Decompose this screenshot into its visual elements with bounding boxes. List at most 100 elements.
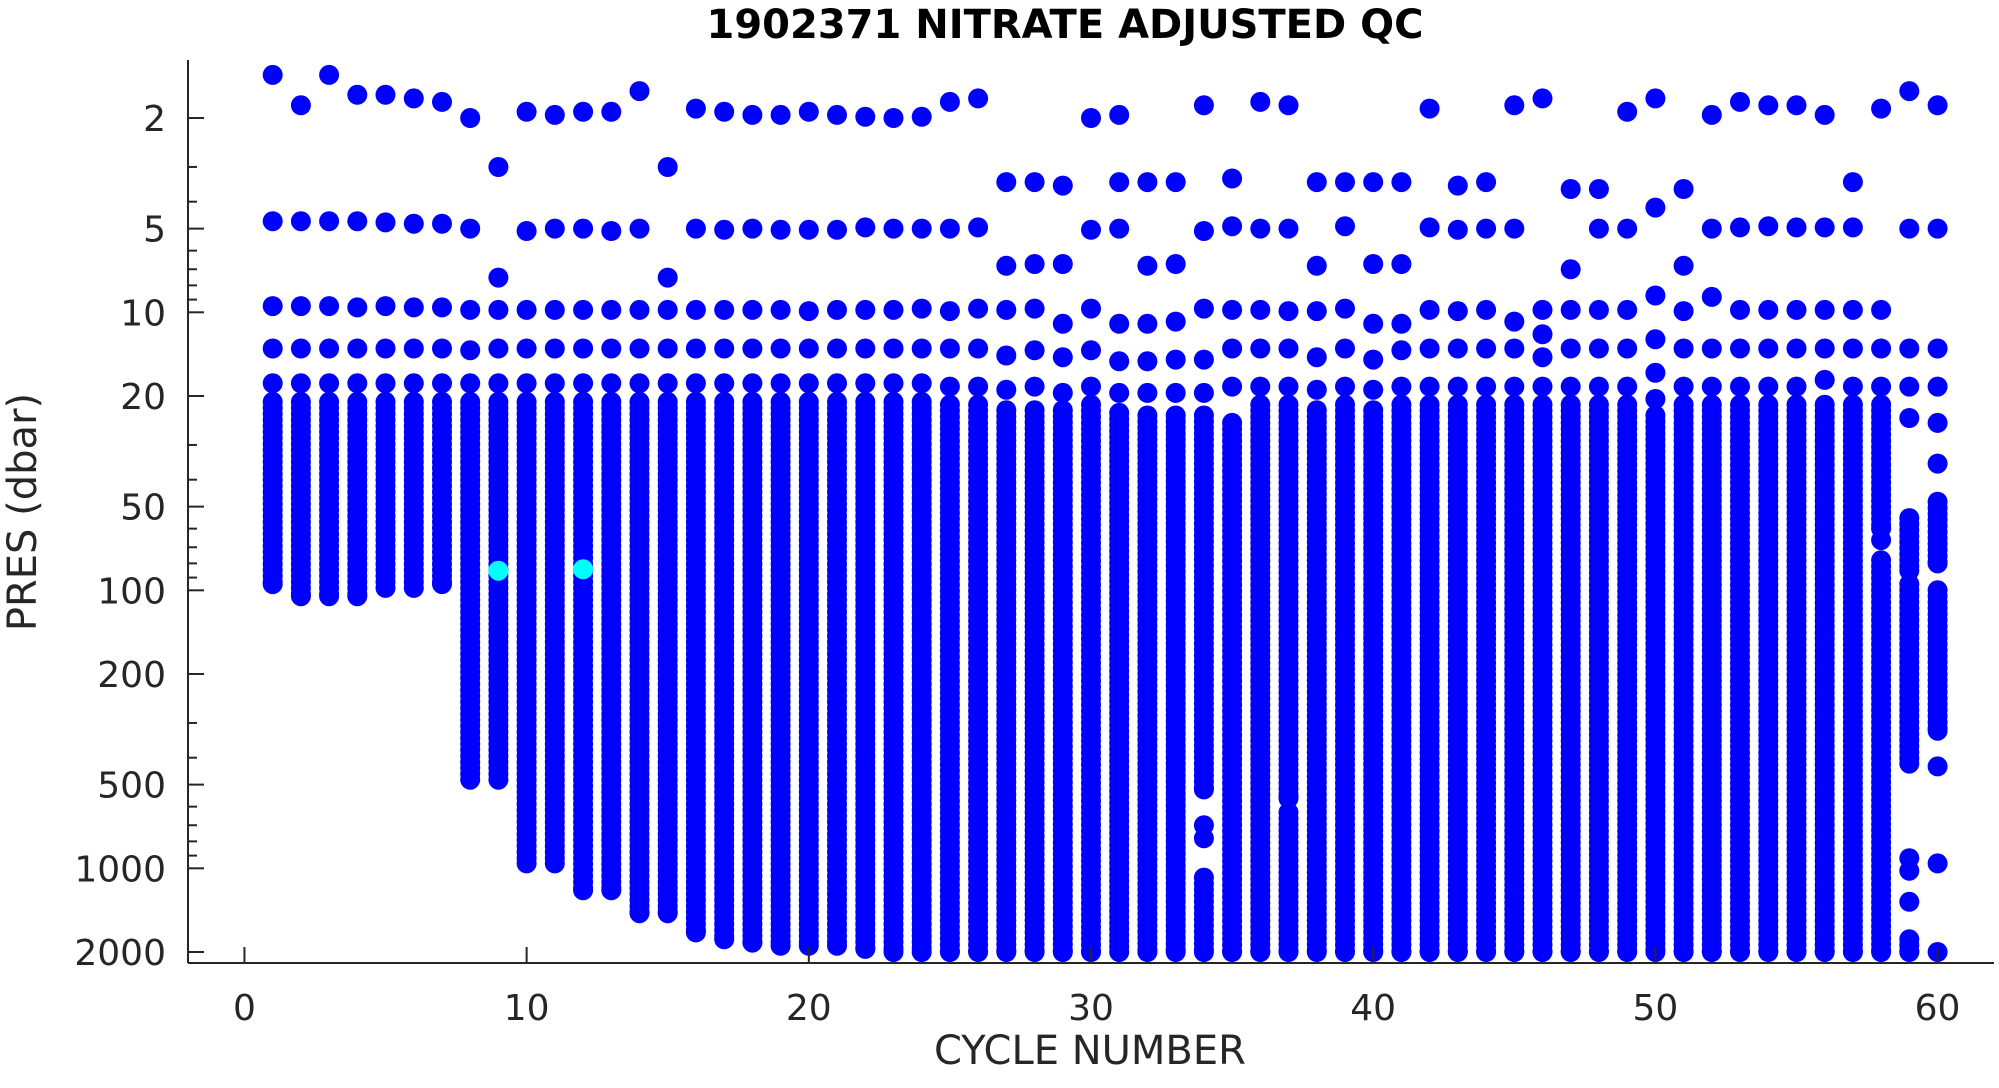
data-point xyxy=(883,299,904,320)
data-point xyxy=(742,299,763,320)
data-point xyxy=(1532,88,1553,109)
data-point xyxy=(714,929,735,950)
data-point xyxy=(657,299,678,320)
data-point xyxy=(657,903,678,924)
data-point xyxy=(516,299,537,320)
data-point xyxy=(1617,338,1638,359)
data-point xyxy=(544,299,565,320)
data-point xyxy=(1588,376,1609,397)
data-point xyxy=(685,922,706,943)
data-point xyxy=(1532,376,1553,397)
data-point xyxy=(432,373,452,394)
data-point xyxy=(1814,104,1835,125)
data-point xyxy=(1137,942,1158,962)
data-point xyxy=(996,299,1017,320)
data-point xyxy=(1588,218,1609,239)
data-point xyxy=(685,373,706,394)
data-point xyxy=(1052,254,1073,274)
data-point xyxy=(1447,219,1468,240)
data-point xyxy=(375,296,396,317)
data-point xyxy=(1222,216,1243,237)
data-point xyxy=(1109,942,1130,962)
data-point xyxy=(1617,218,1638,239)
data-point xyxy=(1701,338,1722,359)
data-point xyxy=(1673,255,1694,276)
data-point xyxy=(601,101,622,122)
data-point xyxy=(1193,828,1214,849)
data-point xyxy=(1532,942,1553,962)
data-point xyxy=(911,106,932,127)
data-point xyxy=(657,157,678,177)
data-point xyxy=(1476,376,1497,397)
data-point xyxy=(290,338,311,359)
data-point xyxy=(714,373,735,394)
data-point xyxy=(1306,379,1327,400)
data-point xyxy=(770,104,791,125)
data-point xyxy=(968,298,989,319)
data-point xyxy=(1193,779,1214,800)
data-point xyxy=(488,157,509,177)
data-point xyxy=(827,299,847,320)
data-point xyxy=(1306,172,1327,193)
data-point xyxy=(742,338,763,359)
data-point xyxy=(1081,376,1101,397)
data-point xyxy=(1391,942,1412,962)
data-point xyxy=(742,218,763,239)
data-point xyxy=(1363,379,1384,400)
data-point xyxy=(1476,942,1497,962)
data-point xyxy=(855,373,876,394)
data-point xyxy=(403,338,424,359)
data-point xyxy=(855,938,876,959)
data-point xyxy=(1081,108,1101,128)
data-point xyxy=(883,218,904,239)
data-point xyxy=(855,299,876,320)
data-point xyxy=(1504,376,1525,397)
data-point xyxy=(262,373,283,394)
data-point xyxy=(601,880,622,901)
data-point xyxy=(1645,88,1666,109)
data-point xyxy=(319,338,340,359)
data-point xyxy=(1617,101,1638,122)
data-point xyxy=(1617,942,1638,962)
data-point xyxy=(347,338,368,359)
data-point xyxy=(770,373,791,394)
data-point xyxy=(1391,172,1412,193)
data-point xyxy=(770,219,791,240)
data-point xyxy=(1617,376,1638,397)
data-point xyxy=(544,338,565,359)
data-point xyxy=(1447,338,1468,359)
data-point xyxy=(798,301,819,322)
data-point xyxy=(460,108,481,128)
data-point xyxy=(1250,942,1271,962)
data-point xyxy=(1701,376,1722,397)
data-point xyxy=(1560,376,1581,397)
data-point xyxy=(347,586,368,607)
data-point xyxy=(403,88,424,109)
data-point xyxy=(1560,179,1581,199)
data-point xyxy=(1730,91,1750,112)
data-point xyxy=(544,104,565,125)
data-point xyxy=(855,217,876,238)
data-point xyxy=(968,376,989,397)
data-point xyxy=(798,338,819,359)
data-point xyxy=(1024,376,1045,397)
data-point xyxy=(1419,217,1440,238)
data-point xyxy=(1814,369,1835,390)
data-point xyxy=(1278,376,1299,397)
data-point xyxy=(714,338,735,359)
data-point xyxy=(1165,311,1186,332)
data-point xyxy=(1363,254,1384,274)
data-point xyxy=(1193,382,1214,403)
data-point xyxy=(375,84,396,105)
data-point xyxy=(685,98,706,119)
data-point xyxy=(1193,349,1214,370)
data-point xyxy=(319,296,340,317)
data-point xyxy=(1588,299,1609,320)
data-point xyxy=(1109,104,1130,125)
data-point xyxy=(1560,338,1581,359)
data-point xyxy=(403,213,424,234)
data-point xyxy=(1250,338,1271,359)
data-point xyxy=(1786,942,1807,962)
data-point xyxy=(1447,376,1468,397)
data-point xyxy=(1222,376,1243,397)
